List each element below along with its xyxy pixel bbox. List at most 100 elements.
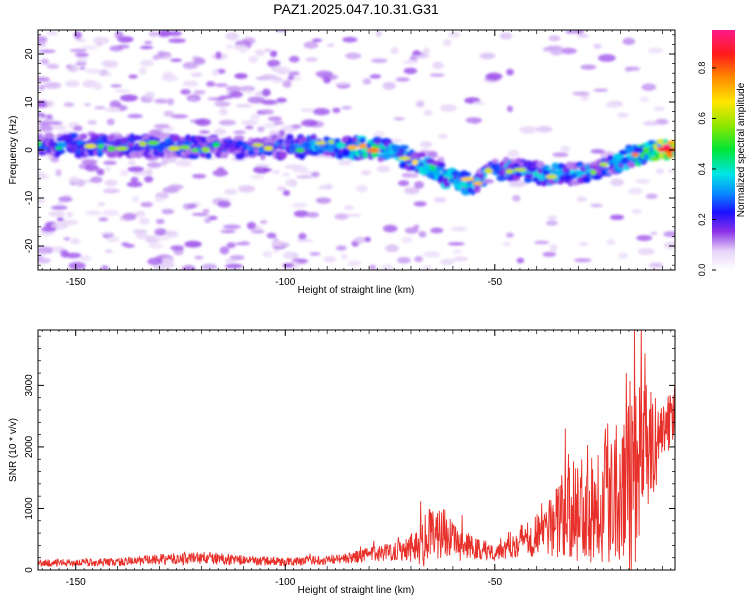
noise-cell	[87, 120, 98, 125]
noise-cell	[338, 159, 353, 166]
noise-cell	[421, 265, 433, 270]
noise-cell	[648, 262, 664, 268]
ridge-cell	[633, 146, 642, 154]
noise-cell	[401, 236, 413, 244]
noise-cell	[413, 201, 427, 207]
colorbar-gradient	[712, 30, 735, 270]
noise-cell	[360, 170, 372, 176]
ridge-cell	[643, 153, 650, 162]
ridge-cell	[524, 172, 534, 179]
ridge-cell	[205, 152, 212, 159]
noise-cell	[90, 176, 103, 183]
noise-cell	[65, 80, 80, 88]
colorbar-tick-label: 0.2	[697, 213, 707, 226]
noise-cell	[132, 229, 148, 235]
noise-cell	[606, 238, 616, 246]
noise-cell	[110, 84, 123, 88]
noise-cell	[160, 159, 168, 166]
ridge-cell	[277, 151, 288, 159]
noise-cell	[225, 85, 243, 92]
noise-cell	[364, 236, 371, 243]
noise-cell	[663, 241, 675, 249]
noise-cell	[114, 89, 131, 93]
noise-cell	[362, 78, 372, 85]
noise-cell	[50, 156, 60, 163]
noise-cell	[397, 180, 410, 187]
ridge-cell	[156, 151, 165, 158]
noise-cell	[164, 230, 179, 239]
noise-cell	[439, 104, 457, 113]
noise-cell	[641, 83, 657, 91]
noise-cell	[395, 77, 410, 82]
noise-cell	[202, 209, 210, 213]
noise-cell	[154, 196, 165, 203]
noise-cell	[74, 52, 89, 58]
ridge-cell	[113, 134, 124, 139]
y-tick-label: 10	[24, 96, 35, 108]
noise-cell	[218, 119, 237, 126]
noise-cell	[508, 180, 527, 188]
noise-cell	[180, 88, 191, 95]
snr-background	[38, 330, 675, 570]
noise-cell	[409, 172, 419, 178]
noise-cell	[55, 168, 62, 177]
noise-cell	[506, 68, 514, 76]
noise-cell	[75, 62, 87, 66]
noise-cell	[287, 75, 295, 81]
noise-cell	[356, 184, 368, 193]
noise-cell	[224, 258, 236, 264]
ridge-cell	[59, 149, 66, 154]
ridge-cell	[496, 175, 507, 182]
noise-cell	[254, 49, 266, 56]
noise-cell	[415, 100, 425, 108]
noise-cell	[243, 89, 254, 94]
noise-cell	[597, 54, 616, 62]
noise-cell	[38, 76, 51, 82]
noise-cell	[85, 68, 102, 74]
noise-cell	[163, 110, 175, 117]
noise-cell	[182, 61, 198, 70]
noise-cell	[636, 234, 653, 242]
noise-cell	[62, 219, 79, 226]
noise-cell	[505, 232, 514, 238]
noise-cell	[300, 108, 315, 113]
noise-cell	[229, 254, 245, 261]
snr-frame	[37, 329, 676, 571]
noise-cell	[381, 263, 394, 270]
y-tick-label: -20	[24, 238, 35, 253]
noise-cell	[413, 54, 431, 59]
ridge-peak	[201, 146, 210, 153]
ridge-peak	[505, 169, 514, 175]
noise-cell	[105, 72, 113, 77]
noise-cell	[70, 238, 81, 245]
heatmap-ridge-cells	[38, 132, 675, 196]
noise-cell	[193, 90, 206, 95]
noise-cell	[373, 130, 385, 139]
noise-cell	[215, 51, 222, 60]
noise-cell	[419, 141, 433, 148]
noise-cell	[427, 150, 438, 159]
noise-cell	[371, 58, 388, 63]
ridge-cell	[418, 152, 426, 157]
ridge-cell	[437, 162, 446, 168]
heatmap-y-ticks: 20 10 0 -10 -20	[24, 34, 675, 266]
noise-cell	[327, 43, 335, 47]
noise-cell	[38, 174, 50, 180]
noise-cell	[248, 55, 259, 64]
noise-cell	[369, 74, 382, 79]
noise-cell	[347, 260, 362, 267]
noise-cell	[60, 249, 69, 258]
noise-cell	[152, 237, 170, 241]
snr-x-axis-label: Height of straight line (km)	[298, 585, 415, 596]
noise-cell	[264, 48, 272, 53]
noise-cell	[282, 263, 294, 268]
noise-cell	[439, 258, 456, 266]
noise-cell	[134, 210, 146, 218]
noise-cell	[75, 38, 88, 43]
snr-series-line	[38, 330, 675, 570]
noise-cell	[57, 201, 64, 206]
noise-cell	[291, 202, 308, 208]
ridge-cell	[399, 145, 410, 150]
noise-cell	[605, 102, 622, 108]
noise-cell	[127, 114, 143, 119]
